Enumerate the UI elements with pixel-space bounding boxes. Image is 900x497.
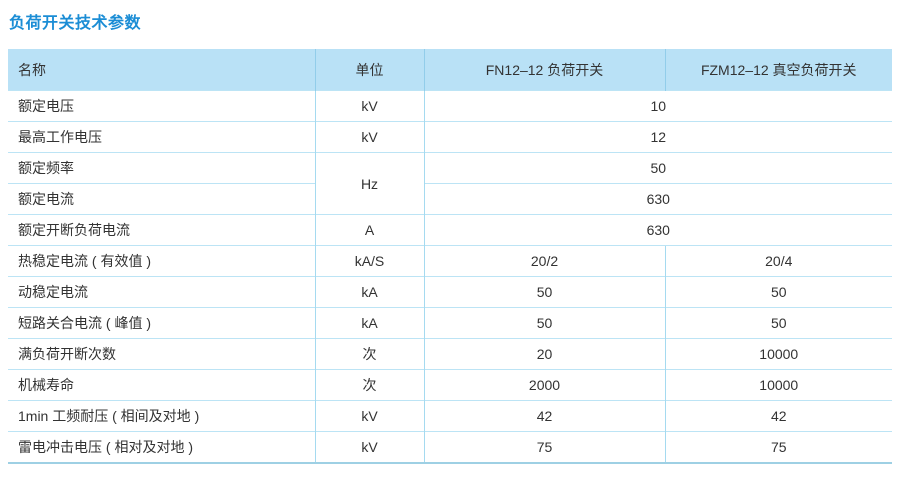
cell-value-fzm: 50 — [664, 307, 892, 339]
table-row: 雷电冲击电压 ( 相对及对地 ) kV 75 75 — [8, 431, 892, 463]
cell-value-fzm: 50 — [664, 276, 892, 308]
cell-value-fzm: 75 — [664, 431, 892, 463]
cell-name: 热稳定电流 ( 有效值 ) — [8, 245, 315, 277]
table-row: 1min 工频耐压 ( 相间及对地 ) kV 42 42 — [8, 400, 892, 432]
cell-name: 1min 工频耐压 ( 相间及对地 ) — [8, 400, 315, 432]
table-row: 短路关合电流 ( 峰值 ) kA 50 50 — [8, 307, 892, 339]
cell-unit: kA — [314, 307, 424, 339]
table-row: 动稳定电流 kA 50 50 — [8, 276, 892, 308]
cell-value-fn: 50 — [423, 307, 665, 339]
cell-name: 额定电压 — [8, 90, 315, 122]
cell-unit: kV — [314, 431, 424, 463]
table-body: 额定电压 kV 10 最高工作电压 kV 12 额定频率 Hz 50 额定电流 … — [8, 90, 892, 463]
cell-value-merged: 630 — [423, 183, 892, 215]
cell-value-merged: 630 — [423, 214, 892, 246]
cell-value-merged: 12 — [423, 121, 892, 153]
cell-value-fzm: 10000 — [664, 338, 892, 370]
table-row: 最高工作电压 kV 12 — [8, 121, 892, 153]
page-title: 负荷开关技术参数 — [9, 15, 142, 32]
cell-value-fn: 75 — [423, 431, 665, 463]
cell-value-merged: 50 — [423, 152, 892, 184]
cell-unit: kA/S — [314, 245, 424, 277]
cell-value-fzm: 42 — [664, 400, 892, 432]
table-row: 满负荷开断次数 次 20 10000 — [8, 338, 892, 370]
cell-unit: kV — [314, 400, 424, 432]
table-row: 额定开断负荷电流 A 630 — [8, 214, 892, 246]
column-header-fzm12: FZM12–12 真空负荷开关 — [664, 49, 892, 91]
table-row: 机械寿命 次 2000 10000 — [8, 369, 892, 401]
cell-name: 雷电冲击电压 ( 相对及对地 ) — [8, 431, 315, 463]
cell-name: 机械寿命 — [8, 369, 315, 401]
cell-name: 短路关合电流 ( 峰值 ) — [8, 307, 315, 339]
header-row: 名称 单位 FN12–12 负荷开关 FZM12–12 真空负荷开关 — [8, 49, 892, 91]
parameters-table: 名称 单位 FN12–12 负荷开关 FZM12–12 真空负荷开关 额定电压 … — [8, 49, 892, 464]
cell-value-fn: 2000 — [423, 369, 665, 401]
cell-name: 满负荷开断次数 — [8, 338, 315, 370]
table-row: 热稳定电流 ( 有效值 ) kA/S 20/2 20/4 — [8, 245, 892, 277]
cell-value-fn: 42 — [423, 400, 665, 432]
column-header-name: 名称 — [8, 49, 315, 91]
table-row: 额定电流 630 — [8, 183, 892, 215]
cell-unit: kV — [314, 90, 424, 122]
cell-name: 额定电流 — [8, 183, 315, 215]
cell-value-fzm: 10000 — [664, 369, 892, 401]
cell-unit: 次 — [314, 338, 424, 370]
cell-name: 额定频率 — [8, 152, 315, 184]
cell-value-fzm: 20/4 — [664, 245, 892, 277]
column-header-fn12: FN12–12 负荷开关 — [423, 49, 665, 91]
cell-name: 额定开断负荷电流 — [8, 214, 315, 246]
cell-unit: kA — [314, 276, 424, 308]
cell-unit-merged: Hz — [314, 152, 424, 215]
cell-value-fn: 50 — [423, 276, 665, 308]
cell-value-fn: 20/2 — [423, 245, 665, 277]
cell-unit: 次 — [314, 369, 424, 401]
cell-value-fn: 20 — [423, 338, 665, 370]
cell-name: 最高工作电压 — [8, 121, 315, 153]
cell-name: 动稳定电流 — [8, 276, 315, 308]
table-header: 名称 单位 FN12–12 负荷开关 FZM12–12 真空负荷开关 — [8, 49, 892, 91]
column-header-unit: 单位 — [314, 49, 424, 91]
cell-value-merged: 10 — [423, 90, 892, 122]
table-row: 额定电压 kV 10 — [8, 90, 892, 122]
cell-unit: A — [314, 214, 424, 246]
table-row: 额定频率 Hz 50 — [8, 152, 892, 215]
cell-unit: kV — [314, 121, 424, 153]
